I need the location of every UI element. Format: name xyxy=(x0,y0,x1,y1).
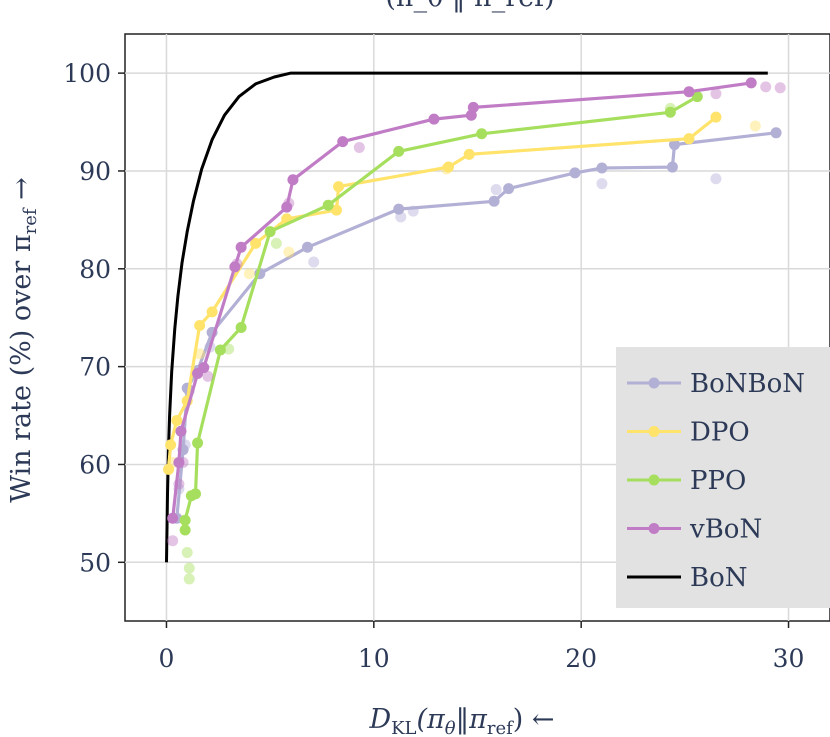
data-point-dpo xyxy=(710,111,722,123)
data-point-ppo xyxy=(264,226,276,238)
data-point-vbon xyxy=(235,241,247,253)
data-point-vbon xyxy=(683,86,695,98)
y-tick-label: 60 xyxy=(79,450,111,479)
scatter-point-dpo xyxy=(749,120,761,132)
data-point-bonbon xyxy=(668,139,680,151)
data-point-vbon xyxy=(428,113,440,125)
y-axis-title: Win rate (%) over πref → xyxy=(6,177,41,502)
y-tick-label: 70 xyxy=(79,353,111,382)
legend-label-bon: BoN xyxy=(690,563,748,593)
data-point-bonbon xyxy=(393,203,405,215)
data-point-ppo xyxy=(179,524,191,536)
data-point-vbon xyxy=(745,77,757,89)
series-vbon xyxy=(167,77,786,547)
scatter-point-dpo xyxy=(283,246,295,258)
scatter-point-bonbon xyxy=(308,256,320,268)
scatter-point-ppo xyxy=(183,573,195,585)
scatter-point-dpo xyxy=(243,268,255,280)
scatter-point-vbon xyxy=(167,535,179,547)
legend-label-vbon: vBoN xyxy=(689,515,762,545)
data-point-ppo xyxy=(235,322,247,333)
series-line-bon xyxy=(165,71,768,563)
y-tick-label: 80 xyxy=(79,255,111,284)
data-point-vbon xyxy=(467,101,479,113)
x-tick-label: 20 xyxy=(565,644,597,673)
scatter-point-ppo xyxy=(183,562,195,574)
legend-swatch-marker-vbon xyxy=(648,523,660,534)
series-bon xyxy=(165,71,768,563)
legend-swatch-marker-ppo xyxy=(648,474,660,486)
data-point-vbon xyxy=(175,425,187,437)
data-point-ppo xyxy=(393,145,405,157)
legend-label-dpo: DPO xyxy=(690,418,750,448)
data-point-bonbon xyxy=(569,167,581,179)
data-point-ppo xyxy=(190,488,201,500)
scatter-point-vbon xyxy=(202,370,214,382)
scatter-point-bonbon xyxy=(596,178,608,190)
y-tick-label: 100 xyxy=(63,59,111,88)
data-point-vbon xyxy=(337,136,349,148)
legend: BoNBoN DPO PPO vBoN BoN xyxy=(627,369,805,593)
data-point-bonbon xyxy=(596,162,608,174)
y-axis-ticks: 50 60 70 80 90 100 xyxy=(63,59,125,577)
legend-swatch-marker-dpo xyxy=(648,426,660,437)
scatter-point-vbon xyxy=(774,82,786,94)
data-point-dpo xyxy=(683,133,695,145)
legend-label-bonbon: BoNBoN xyxy=(690,369,805,399)
series-ppo xyxy=(179,91,703,585)
scatter-point-vbon xyxy=(710,88,722,100)
x-tick-label: 30 xyxy=(773,644,805,673)
data-point-ppo xyxy=(214,344,226,356)
data-point-ppo xyxy=(192,437,204,449)
data-point-dpo xyxy=(163,463,175,475)
y-tick-label: 90 xyxy=(79,157,111,186)
data-point-dpo xyxy=(442,161,454,173)
data-point-dpo xyxy=(333,181,345,193)
data-point-ppo xyxy=(476,128,488,140)
data-point-vbon xyxy=(173,457,185,469)
chart-title: (π_θ ‖ π_ref) xyxy=(385,0,554,13)
y-tick-label: 50 xyxy=(79,548,111,577)
data-point-bonbon xyxy=(770,127,782,139)
data-point-ppo xyxy=(179,514,191,526)
data-point-bonbon xyxy=(666,161,678,173)
data-point-vbon xyxy=(229,261,241,273)
scatter-point-ppo xyxy=(181,547,193,559)
x-tick-label: 10 xyxy=(358,644,390,673)
scatter-point-vbon xyxy=(353,141,365,153)
data-point-dpo xyxy=(171,414,183,426)
scatter-point-vbon xyxy=(760,81,772,93)
scatter-point-ppo xyxy=(270,237,282,249)
data-point-dpo xyxy=(206,306,218,318)
data-point-vbon xyxy=(281,201,293,213)
data-point-dpo xyxy=(463,148,475,160)
x-axis-title: DKL(πθ‖πref) ← xyxy=(368,704,554,737)
x-axis-ticks: 0 10 20 30 xyxy=(159,621,805,673)
data-point-dpo xyxy=(250,237,262,249)
data-point-vbon xyxy=(287,174,299,186)
data-point-dpo xyxy=(194,320,206,332)
data-point-dpo xyxy=(331,204,342,216)
series-layer xyxy=(163,71,786,585)
data-point-dpo xyxy=(165,439,177,451)
data-point-vbon xyxy=(167,512,179,524)
legend-label-ppo: PPO xyxy=(690,466,746,496)
data-point-ppo xyxy=(322,199,334,211)
x-tick-label: 0 xyxy=(159,644,175,673)
scatter-point-bonbon xyxy=(710,173,722,185)
data-point-bonbon xyxy=(503,183,515,195)
legend-swatch-marker-bonbon xyxy=(648,377,660,389)
scatter-point-bonbon xyxy=(490,184,502,196)
data-point-bonbon xyxy=(301,241,313,253)
data-point-ppo xyxy=(691,91,703,103)
data-point-ppo xyxy=(664,106,676,118)
data-point-bonbon xyxy=(488,195,500,207)
data-point-vbon xyxy=(198,362,210,374)
